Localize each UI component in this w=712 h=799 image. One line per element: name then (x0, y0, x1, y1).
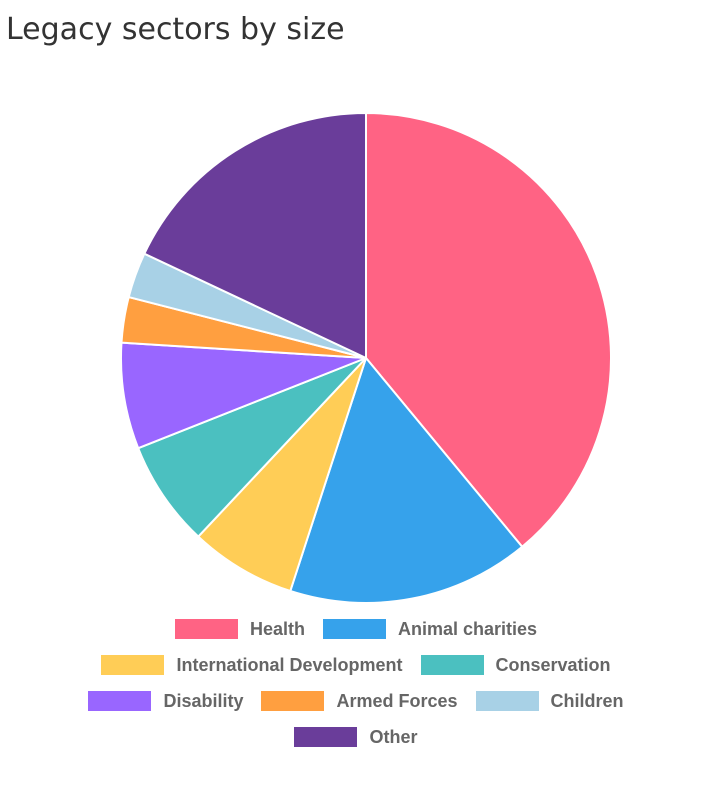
legend-row: International Development Conservation (0, 647, 712, 683)
chart-legend: Health Animal charities International De… (0, 611, 712, 755)
legend-label: International Development (176, 654, 403, 675)
legend-label: Other (369, 726, 418, 747)
legend-swatch (88, 691, 152, 711)
legend-label: Health (249, 618, 305, 639)
legend-row: Disability Armed Forces Children (0, 683, 712, 719)
legend-item-children[interactable]: Children (475, 690, 624, 712)
pie-slice-animal-charities[interactable] (289, 355, 524, 605)
chart-title: Legacy sectors by size (6, 12, 345, 47)
legend-swatch (101, 655, 165, 675)
legend-swatch (261, 691, 325, 711)
legend-label: Children (550, 690, 624, 711)
pie-slice-health[interactable] (365, 111, 613, 549)
legend-swatch (475, 691, 539, 711)
legend-label: Armed Forces (336, 690, 458, 711)
pie-chart (120, 111, 613, 605)
legend-item-animal-charities[interactable]: Animal charities (322, 618, 538, 640)
legend-label: Disability (163, 690, 244, 711)
legend-row: Health Animal charities (0, 611, 712, 647)
legend-item-armed-forces[interactable]: Armed Forces (261, 690, 458, 712)
legend-swatch (294, 727, 358, 747)
legend-item-disability[interactable]: Disability (88, 691, 243, 712)
legend-swatch (322, 619, 386, 639)
legend-swatch (174, 619, 238, 639)
legend-label: Conservation (495, 654, 611, 675)
pie-slice-other[interactable] (142, 111, 367, 360)
legend-row: Other (0, 719, 712, 755)
legend-item-conservation[interactable]: Conservation (420, 654, 611, 676)
pie-slice-international-development[interactable] (196, 357, 367, 593)
legend-label: Animal charities (397, 618, 538, 639)
pie-slice-conservation[interactable] (136, 357, 367, 539)
legend-item-health[interactable]: Health (174, 618, 305, 640)
legend-item-international-development[interactable]: International Development (101, 654, 403, 676)
legend-item-other[interactable]: Other (294, 726, 418, 748)
pie-slice-disability[interactable] (120, 341, 367, 450)
legend-swatch (420, 655, 484, 675)
